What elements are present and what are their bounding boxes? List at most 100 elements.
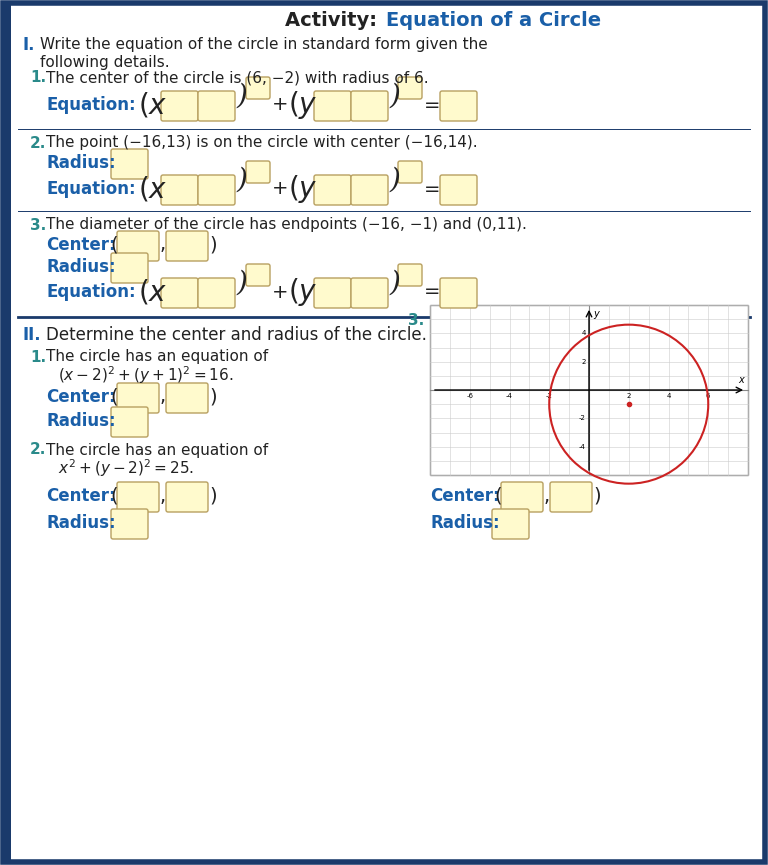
FancyBboxPatch shape <box>314 175 351 205</box>
Text: ,: , <box>160 486 166 505</box>
Text: The circle has an equation of: The circle has an equation of <box>46 443 268 458</box>
Text: +: + <box>272 180 289 198</box>
FancyBboxPatch shape <box>117 482 159 512</box>
Text: +: + <box>272 283 289 302</box>
Text: ): ) <box>209 388 217 407</box>
Text: following details.: following details. <box>40 54 170 69</box>
FancyBboxPatch shape <box>111 407 148 437</box>
Text: x: x <box>738 375 744 385</box>
Text: The diameter of the circle has endpoints (−16, −1) and (0,11).: The diameter of the circle has endpoints… <box>46 217 527 233</box>
Text: Center:: Center: <box>46 487 116 505</box>
Text: Determine the center and radius of the circle.: Determine the center and radius of the c… <box>46 326 427 344</box>
Text: Radius:: Radius: <box>430 514 500 532</box>
Text: (: ( <box>110 388 118 407</box>
FancyBboxPatch shape <box>398 161 422 183</box>
FancyBboxPatch shape <box>246 161 270 183</box>
FancyBboxPatch shape <box>351 91 388 121</box>
Text: 3.: 3. <box>30 217 46 233</box>
Text: y: y <box>593 309 599 319</box>
Text: =: = <box>424 180 441 198</box>
Text: 1.: 1. <box>30 349 46 364</box>
FancyBboxPatch shape <box>111 149 148 179</box>
FancyBboxPatch shape <box>351 175 388 205</box>
FancyBboxPatch shape <box>111 253 148 283</box>
Text: The center of the circle is (6, −2) with radius of 6.: The center of the circle is (6, −2) with… <box>46 71 429 86</box>
Text: Radius:: Radius: <box>46 514 116 532</box>
Text: ): ) <box>236 166 247 194</box>
Text: II.: II. <box>22 326 41 344</box>
Text: =: = <box>424 95 441 114</box>
Text: The circle has an equation of: The circle has an equation of <box>46 349 268 364</box>
Text: $(y$: $(y$ <box>288 173 317 205</box>
Text: ): ) <box>209 235 217 254</box>
Text: Center:: Center: <box>46 388 116 406</box>
FancyBboxPatch shape <box>161 278 198 308</box>
Bar <box>430 305 748 475</box>
Text: 2: 2 <box>581 359 586 365</box>
Text: Radius:: Radius: <box>46 412 116 430</box>
Text: Write the equation of the circle in standard form given the: Write the equation of the circle in stan… <box>40 37 488 53</box>
Text: Equation:: Equation: <box>46 180 136 198</box>
Text: 2.: 2. <box>30 136 46 151</box>
Text: ): ) <box>593 486 601 505</box>
FancyBboxPatch shape <box>314 91 351 121</box>
FancyBboxPatch shape <box>550 482 592 512</box>
Text: 3.: 3. <box>408 313 424 328</box>
Text: -6: -6 <box>466 393 473 399</box>
Text: $x^2 + (y - 2)^2 = 25.$: $x^2 + (y - 2)^2 = 25.$ <box>58 457 194 479</box>
FancyBboxPatch shape <box>351 278 388 308</box>
Text: ,: , <box>160 235 166 254</box>
Text: I.: I. <box>22 36 35 54</box>
FancyBboxPatch shape <box>166 482 208 512</box>
FancyBboxPatch shape <box>246 264 270 286</box>
Text: $(y$: $(y$ <box>288 89 317 121</box>
Text: Equation of a Circle: Equation of a Circle <box>386 11 601 30</box>
Text: $(x$: $(x$ <box>138 175 167 203</box>
Text: ): ) <box>389 270 400 297</box>
FancyBboxPatch shape <box>166 383 208 413</box>
Text: 2.: 2. <box>30 443 46 458</box>
FancyBboxPatch shape <box>117 383 159 413</box>
FancyBboxPatch shape <box>440 278 477 308</box>
FancyBboxPatch shape <box>198 175 235 205</box>
Text: 1.: 1. <box>30 71 46 86</box>
Text: Center:: Center: <box>46 236 116 254</box>
FancyBboxPatch shape <box>398 77 422 99</box>
FancyBboxPatch shape <box>166 231 208 261</box>
FancyBboxPatch shape <box>501 482 543 512</box>
Text: -2: -2 <box>546 393 553 399</box>
Text: -4: -4 <box>506 393 513 399</box>
Text: (: ( <box>110 486 118 505</box>
Text: $(x - 2)^2 + (y + 1)^2 = 16.$: $(x - 2)^2 + (y + 1)^2 = 16.$ <box>58 364 233 386</box>
Text: =: = <box>424 283 441 302</box>
Text: Equation:: Equation: <box>46 96 136 114</box>
FancyBboxPatch shape <box>117 231 159 261</box>
Text: ,: , <box>544 486 550 505</box>
Text: Radius:: Radius: <box>46 154 116 172</box>
Text: ): ) <box>236 270 247 297</box>
Bar <box>3 3 11 862</box>
FancyBboxPatch shape <box>111 509 148 539</box>
Text: $(x$: $(x$ <box>138 91 167 119</box>
FancyBboxPatch shape <box>198 91 235 121</box>
Text: ,: , <box>160 388 166 407</box>
Text: The point (−16,13) is on the circle with center (−16,14).: The point (−16,13) is on the circle with… <box>46 136 478 151</box>
Text: Radius:: Radius: <box>46 258 116 276</box>
Text: ): ) <box>236 82 247 110</box>
Text: 6: 6 <box>706 393 710 399</box>
Text: $(y$: $(y$ <box>288 276 317 308</box>
Text: -4: -4 <box>579 444 586 450</box>
FancyBboxPatch shape <box>246 77 270 99</box>
Text: ): ) <box>389 166 400 194</box>
Text: $(x$: $(x$ <box>138 278 167 306</box>
Text: Center:: Center: <box>430 487 500 505</box>
Text: ): ) <box>389 82 400 110</box>
FancyBboxPatch shape <box>198 278 235 308</box>
FancyBboxPatch shape <box>398 264 422 286</box>
Text: (: ( <box>494 486 502 505</box>
Text: (: ( <box>110 235 118 254</box>
Text: ): ) <box>209 486 217 505</box>
Text: Equation:: Equation: <box>46 283 136 301</box>
Text: 4: 4 <box>581 330 586 336</box>
Text: +: + <box>272 95 289 114</box>
